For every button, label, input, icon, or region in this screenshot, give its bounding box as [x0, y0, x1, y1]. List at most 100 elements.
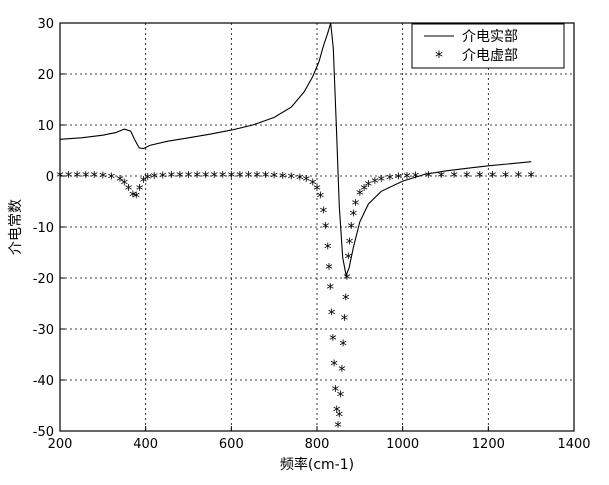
x-tick-label: 1200 [472, 437, 505, 452]
grid-lines [60, 23, 574, 431]
series-point-imag: * [176, 168, 184, 186]
series-point-imag: * [73, 168, 81, 186]
series-point-imag: * [270, 169, 278, 187]
series-point-imag: * [345, 250, 353, 268]
series-point-imag: * [329, 331, 337, 349]
series-point-imag: * [332, 382, 340, 400]
y-tick-label: -20 [33, 272, 54, 287]
series-point-imag: * [108, 170, 116, 188]
series-point-imag: * [386, 171, 394, 189]
y-tick-label: 20 [37, 68, 54, 83]
y-tick-labels: 30 20 10 0 -10 -20 -30 -40 -50 [33, 17, 65, 440]
series-point-imag: * [450, 168, 458, 186]
y-tick-label: 0 [46, 170, 54, 185]
series-point-imag: * [352, 196, 360, 214]
y-tick-label: -30 [33, 323, 54, 338]
series-point-imag: * [371, 174, 379, 192]
plot-frame [59, 22, 575, 432]
x-tick-label: 1400 [557, 437, 590, 452]
series-point-imag: * [288, 170, 296, 188]
series-point-imag: * [515, 168, 523, 186]
series-point-imag: * [502, 168, 510, 186]
series-point-imag: * [296, 171, 304, 189]
series-point-imag: * [144, 170, 152, 188]
series-point-imag: * [262, 168, 270, 186]
legend-label-real: 介电实部 [462, 29, 518, 45]
series-point-imag: * [228, 168, 236, 186]
series-point-imag: * [336, 408, 344, 426]
series-point-imag: * [328, 306, 336, 324]
series-point-imag: * [82, 168, 90, 186]
series-point-imag: * [309, 176, 317, 194]
series-point-imag: * [322, 219, 330, 237]
x-tick-label: 200 [48, 437, 73, 452]
series-point-imag: * [140, 173, 148, 191]
series-point-imag: * [463, 168, 471, 186]
series-point-imag: * [320, 204, 328, 222]
series-point-imag: * [425, 168, 433, 186]
x-tick-label: 800 [305, 437, 330, 452]
x-tick-label: 1000 [386, 437, 419, 452]
series-point-imag: * [210, 168, 218, 186]
series-point-imag: * [132, 188, 140, 206]
series-point-imag: * [193, 168, 201, 186]
series-point-imag: * [341, 311, 349, 329]
series-point-imag: * [253, 168, 261, 186]
legend-label-imag: 介电虚部 [462, 48, 518, 64]
series-point-imag: * [360, 181, 368, 199]
series-point-imag: * [236, 168, 244, 186]
series-point-imag: * [527, 168, 535, 186]
series-point-imag: * [136, 181, 144, 199]
x-tick-label: 600 [219, 437, 244, 452]
series-point-imag: * [337, 387, 345, 405]
series-point-imag: * [346, 234, 354, 252]
series-point-imag: * [99, 169, 107, 187]
series-point-imag: * [129, 187, 137, 205]
y-tick-label: -50 [33, 425, 54, 440]
series-point-imag: * [91, 168, 99, 186]
series-point-imag: * [324, 239, 332, 257]
series-point-imag: * [159, 169, 167, 187]
series-point-imag: * [313, 181, 321, 199]
y-tick-label: -40 [33, 374, 54, 389]
series-point-imag: * [339, 336, 347, 354]
series-point-imag: * [330, 357, 338, 375]
series-point-imag: * [476, 168, 484, 186]
series-point-imag: * [395, 170, 403, 188]
series-point-imag: * [65, 168, 73, 186]
series-point-imag: * [125, 181, 133, 199]
y-tick-label: 30 [37, 17, 54, 32]
series-point-imag: * [327, 280, 335, 298]
series-point-imag: * [317, 188, 325, 206]
series-point-imag: * [343, 270, 351, 288]
series-point-imag: * [121, 176, 129, 194]
series-line-real [59, 22, 532, 278]
series-point-imag: * [365, 177, 373, 195]
series-point-imag: * [338, 362, 346, 380]
legend-marker-sample: * [435, 47, 443, 66]
series-point-imag: * [356, 186, 364, 204]
series-point-imag: * [348, 219, 356, 237]
series-point-imag: * [116, 172, 124, 190]
series-point-imag: * [150, 169, 158, 187]
series-point-imag: * [403, 169, 411, 187]
series-point-imag: * [279, 169, 287, 187]
series-layer: * * * * * * * ********* * * * * * * * * * * * * * * * * ********… [56, 22, 535, 436]
x-axis-label: 频率(cm-1) [280, 456, 354, 473]
series-point-imag: * [437, 168, 445, 186]
series-point-imag: * [219, 168, 227, 186]
series-point-imag: * [378, 172, 386, 190]
y-tick-label: 10 [37, 119, 54, 134]
legend: 介电实部 * 介电虚部 [411, 23, 565, 69]
series-point-imag: * [185, 168, 193, 186]
series-point-imag: * [350, 206, 358, 224]
series-point-imag: * [168, 168, 176, 186]
x-tick-label: 400 [133, 437, 158, 452]
series-point-imag: * [325, 260, 333, 278]
series-point-imag: * [334, 418, 342, 436]
x-tick-labels: 200 400 600 800 1000 1200 1400 [48, 426, 591, 452]
series-point-imag: * [202, 168, 210, 186]
legend-box [411, 23, 565, 69]
series-point-imag: * [245, 168, 253, 186]
